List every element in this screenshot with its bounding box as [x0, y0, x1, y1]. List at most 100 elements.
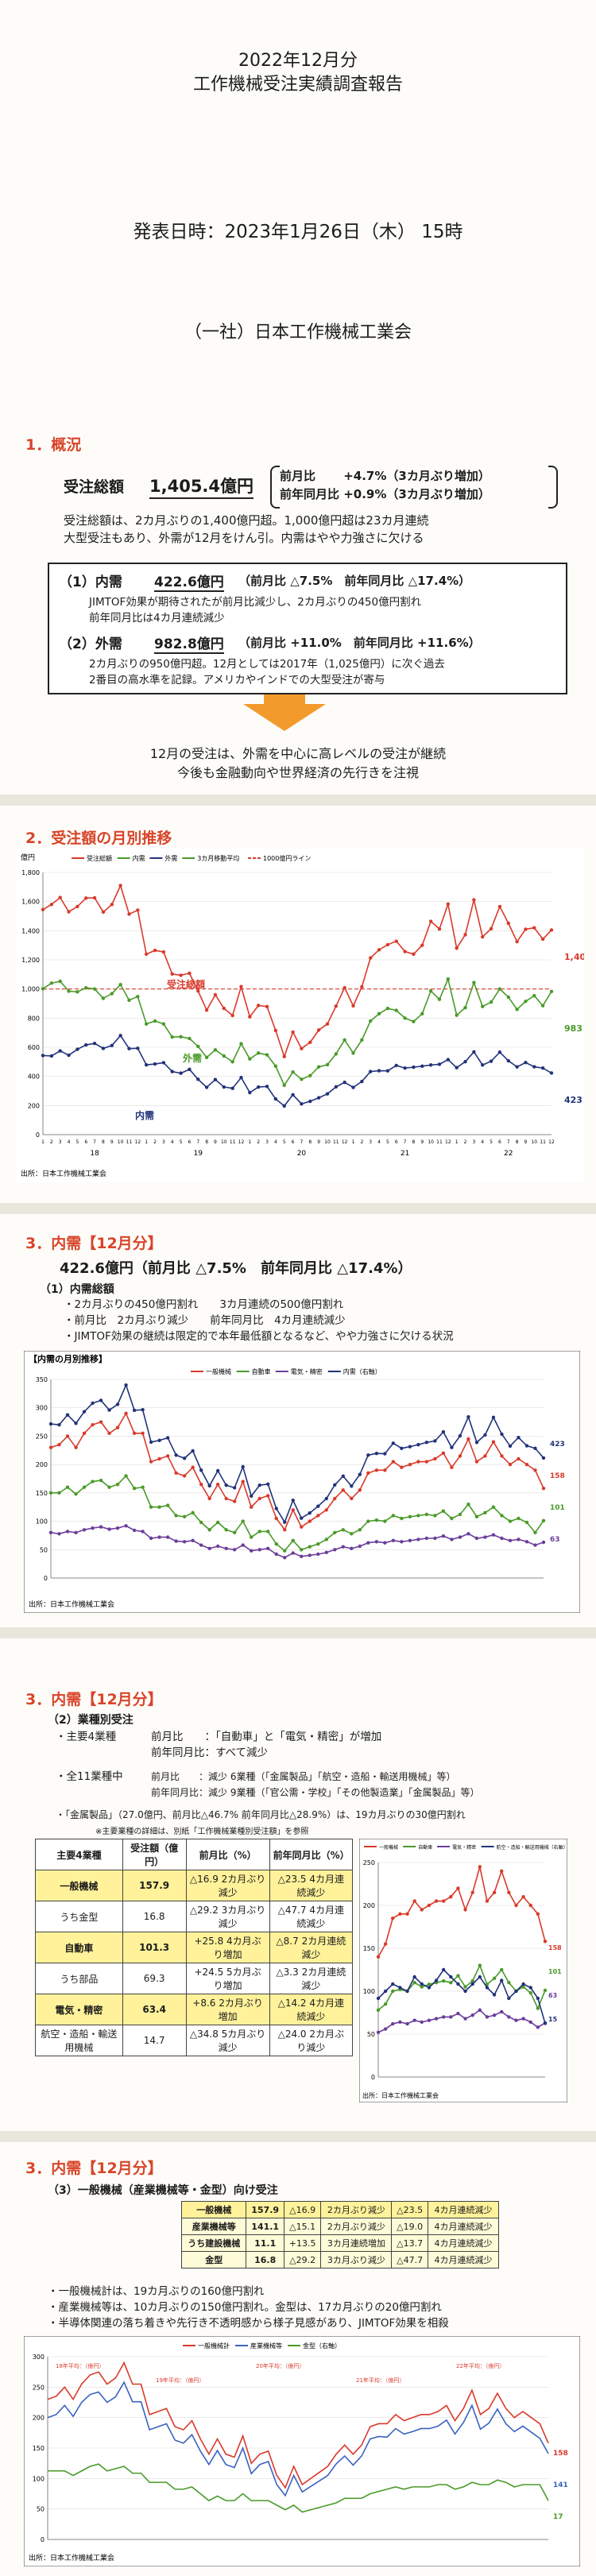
- industry-l3: ・「金属製品」（27.0億円、前月比△46.7% 前年同月比△28.9%）は、1…: [56, 1809, 466, 1820]
- data-point: [428, 989, 433, 993]
- data-point: [391, 1917, 395, 1920]
- data-point: [456, 1974, 460, 1978]
- page-general-machinery: 3．内需【12月分】 （3）一般機械（産業機械等・金型）向け受注 一般機械 157…: [0, 2142, 596, 2576]
- year-average-label: 19年平均：（億円）: [156, 2377, 204, 2384]
- data-point: [463, 1908, 467, 1912]
- data-point: [416, 1537, 420, 1541]
- data-point: [161, 1061, 166, 1065]
- legend-label: 自動車: [252, 1367, 271, 1375]
- data-point: [324, 1496, 328, 1501]
- total-desc-1: 受注総額は、2カ月ぶりの1,400億円超。1,000億円超は23カ月連続: [64, 513, 429, 528]
- general-sub: （3）一般機械（産業機械等・金型）向け受注: [48, 2184, 278, 2197]
- chart-grid: 0 50 100 150 200 250 300: [33, 2354, 548, 2543]
- legend-label: 3カ月移動平均: [197, 854, 239, 862]
- data-point: [449, 1975, 453, 1979]
- y-tick-label: 200: [28, 1102, 40, 1109]
- data-point: [450, 1465, 454, 1469]
- data-point: [99, 1420, 103, 1424]
- data-point: [179, 973, 183, 977]
- organization-name: （一社）日本工作機械工業会: [184, 323, 412, 342]
- y-tick-label: 400: [28, 1073, 40, 1081]
- y-tick-label: 250: [36, 1433, 48, 1440]
- chart-legend: 一般機械 自動車 電気・精密 航空・造船・輸送用機械（右軸）: [364, 1844, 567, 1851]
- data-point: [466, 1437, 470, 1441]
- general-b3: ・半導体関連の落ち着きや先行き不透明感から様子見感があり、JIMTOF効果を相殺: [48, 2317, 449, 2330]
- data-point: [316, 1504, 320, 1508]
- section-heading-general: 3．内需【12月分】: [25, 2160, 163, 2177]
- label-total: 受注総額: [167, 978, 205, 990]
- data-point: [110, 903, 114, 907]
- chart-frame: [359, 1839, 567, 2102]
- data-point: [517, 1537, 521, 1541]
- end-value: 101: [548, 1968, 562, 1975]
- data-point: [308, 1545, 312, 1549]
- arrow-shaft: [264, 694, 305, 704]
- data-point: [213, 1048, 218, 1052]
- chart-lines: [376, 1865, 548, 2035]
- table-cell: 3カ月ぶり減少: [320, 2251, 393, 2269]
- data-point: [376, 1955, 381, 1959]
- data-point: [196, 1044, 200, 1049]
- data-point: [333, 1548, 337, 1552]
- table-row: 航空・造船・輸送用機械 14.7 △34.8 5カ月ぶり減少 △24.0 2カ月ぶり減…: [35, 2025, 354, 2056]
- data-point: [483, 1433, 487, 1437]
- data-point: [188, 1036, 192, 1041]
- domestic-b1: ・2カ月ぶりの450億円割れ 3カ月連続の500億円割れ: [64, 1298, 344, 1311]
- year-average-label: 21年平均：（億円）: [356, 2377, 404, 2384]
- data-point: [124, 1474, 128, 1478]
- table-row: 一般機械 157.9 △16.9 2カ月ぶり減少 △23.5 4カ月連続減少: [180, 2201, 500, 2218]
- data-point: [369, 1069, 373, 1073]
- summary-line-1: 12月の受注は、外需を中心に高レベルの受注が継続: [149, 746, 447, 761]
- data-point: [524, 1540, 529, 1544]
- table-cell: 101.3: [122, 1932, 187, 1963]
- data-point: [179, 1035, 183, 1039]
- domestic-b2: ・前月比 2カ月ぶり減少 前年同月比 4カ月連続減少: [64, 1314, 346, 1327]
- data-point: [107, 1431, 111, 1436]
- data-point: [182, 1540, 187, 1544]
- data-point: [508, 1462, 513, 1467]
- data-point: [350, 1546, 354, 1551]
- data-point: [291, 1538, 295, 1543]
- data-point: [449, 1981, 453, 1985]
- end-value: 17: [553, 2513, 563, 2521]
- data-point: [144, 1062, 149, 1067]
- y-tick-label: 200: [33, 2415, 45, 2422]
- data-point: [500, 1454, 504, 1458]
- data-point: [416, 1460, 420, 1464]
- table-cell: 141.1: [246, 2218, 284, 2235]
- month-tick-label: 3: [265, 1139, 269, 1145]
- data-point: [333, 1496, 337, 1501]
- data-point: [333, 1483, 337, 1487]
- month-tick-label: 11: [126, 1139, 133, 1145]
- year-label: 21: [401, 1150, 409, 1158]
- data-point: [191, 1538, 195, 1543]
- data-point: [456, 1982, 460, 1986]
- month-tick-label: 3: [59, 1139, 62, 1145]
- total-desc-2: 大型受注もあり、外需が12月をけん引。内需はやや力強さに欠ける: [64, 531, 424, 545]
- chart-frame: [24, 1351, 580, 1613]
- month-tick-label: 2: [257, 1139, 260, 1145]
- data-point: [141, 1431, 145, 1436]
- table-cell: 航空・造船・輸送用機械: [35, 2025, 123, 2056]
- data-point: [341, 1474, 345, 1478]
- data-point: [165, 1436, 170, 1440]
- data-point: [403, 1066, 407, 1070]
- data-point: [300, 1548, 304, 1552]
- chart-bg: [16, 849, 584, 1182]
- data-point: [508, 1444, 513, 1449]
- month-tick-label: 8: [102, 1139, 105, 1145]
- data-point: [515, 1008, 519, 1011]
- y-tick-label: 1,400: [21, 927, 40, 934]
- data-point: [58, 1049, 62, 1053]
- table-cell: 一般機械: [35, 1870, 123, 1901]
- data-point: [400, 1516, 404, 1521]
- data-point: [474, 1514, 479, 1519]
- chart-lines: [47, 2361, 549, 2513]
- data-point: [144, 952, 149, 957]
- data-point: [174, 1514, 178, 1518]
- month-tick-label: 2: [464, 1139, 467, 1145]
- table-cell: 69.3: [122, 1963, 187, 1994]
- data-point: [239, 1075, 243, 1080]
- data-point: [507, 1890, 511, 1894]
- data-point: [230, 1013, 234, 1018]
